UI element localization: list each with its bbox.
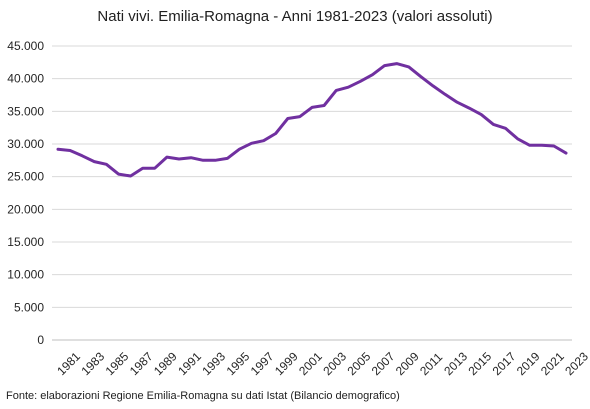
x-tick-label: 2017	[490, 349, 519, 378]
x-tick-label: 1999	[272, 349, 301, 378]
y-tick-label: 25.000	[7, 170, 44, 184]
series-line	[56, 62, 568, 178]
x-tick-label: 2023	[562, 349, 590, 378]
x-tick-label: 1989	[151, 349, 180, 378]
x-tick-label: 1983	[78, 349, 107, 378]
chart-title: Nati vivi. Emilia-Romagna - Anni 1981-20…	[97, 8, 493, 25]
x-tick-label: 2003	[320, 349, 349, 378]
x-tick-label: 1991	[175, 349, 204, 378]
x-tick-labels: 1981198319851987198919911993199519971999…	[54, 349, 590, 378]
x-tick-label: 2021	[538, 349, 567, 378]
x-tick-label: 2009	[393, 349, 422, 378]
gridlines	[52, 45, 572, 308]
x-tick-label: 2015	[465, 349, 494, 378]
y-tick-label: 10.000	[7, 268, 44, 282]
series-layer	[56, 62, 568, 178]
x-tick-label: 1997	[248, 349, 277, 378]
y-tick-label: 0	[37, 333, 44, 347]
y-tick-label: 35.000	[7, 104, 44, 118]
x-tick-label: 1985	[103, 349, 132, 378]
y-tick-label: 45.000	[7, 39, 44, 53]
y-tick-label: 20.000	[7, 202, 44, 216]
y-tick-labels: 0 5.000 10.000 15.000 20.000 25.000 30.000 35.0…	[7, 39, 44, 347]
x-tick-label: 2005	[345, 349, 374, 378]
x-tick-label: 2013	[441, 349, 470, 378]
x-tick-label: 2011	[417, 350, 445, 378]
x-tick-label: 2007	[369, 349, 398, 378]
y-tick-label: 5.000	[14, 300, 44, 314]
y-tick-label: 30.000	[7, 137, 44, 151]
x-tick-label: 1987	[127, 349, 156, 378]
source-note: Fonte: elaborazioni Regione Emilia-Romag…	[6, 390, 400, 402]
x-tick-label: 1995	[224, 349, 253, 378]
x-tick-label: 1993	[199, 349, 228, 378]
y-tick-label: 40.000	[7, 72, 44, 86]
x-tick-label: 1981	[54, 349, 83, 378]
y-tick-label: 15.000	[7, 235, 44, 249]
x-tick-label: 2019	[514, 349, 543, 378]
x-tick-label: 2001	[296, 349, 325, 378]
